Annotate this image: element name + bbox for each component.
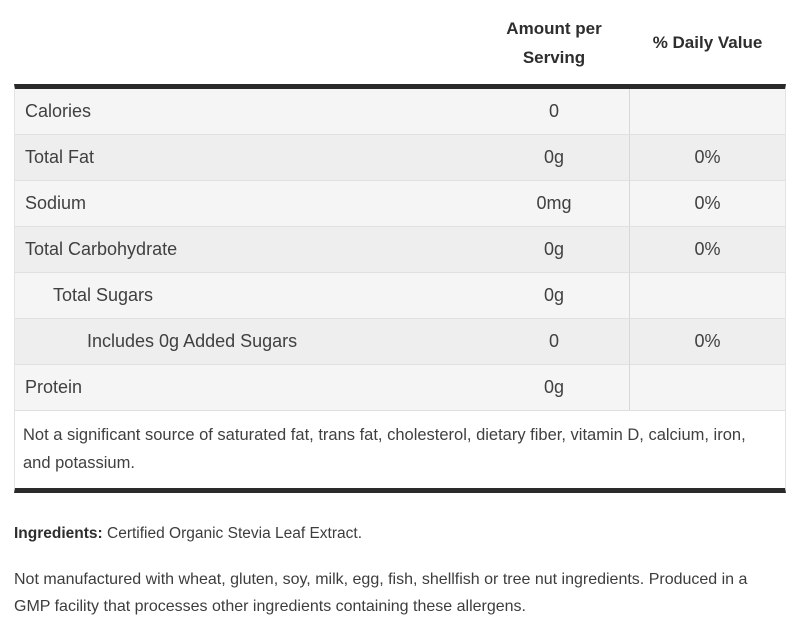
ingredients-text: Certified Organic Stevia Leaf Extract.: [102, 525, 363, 542]
amount-per-serving-label: Amount per Serving: [506, 19, 602, 67]
nutrient-label: Protein: [25, 377, 83, 397]
table-row-calories: Calories 0: [15, 89, 785, 135]
allergen-statement: Not manufactured with wheat, gluten, soy…: [14, 571, 748, 615]
table-row-sodium: Sodium 0mg 0%: [15, 181, 785, 227]
daily-value-header: % Daily Value: [652, 33, 763, 52]
nutrient-amount: 0: [548, 101, 559, 121]
nutrient-amount: 0: [548, 331, 559, 351]
nutrient-daily-value: [629, 365, 785, 410]
amount-per-serving-header: Amount per Serving: [479, 14, 629, 72]
table-row-protein: Protein 0g: [15, 365, 785, 411]
ingredients-statement: Ingredients: Certified Organic Stevia Le…: [14, 523, 786, 545]
nutrient-daily-value: 0%: [629, 227, 785, 272]
nutrient-daily-value: 0%: [629, 319, 785, 364]
nutrient-label: Total Sugars: [53, 285, 154, 305]
table-row-total-fat: Total Fat 0g 0%: [15, 135, 785, 181]
nutrition-table-header: Amount per Serving % Daily Value: [14, 0, 786, 84]
nutrient-daily-value: [629, 273, 785, 318]
nutrient-amount: 0mg: [536, 193, 572, 213]
table-row-total-carbohydrate: Total Carbohydrate 0g 0%: [15, 227, 785, 273]
nutrient-amount: 0g: [543, 147, 565, 167]
nutrition-facts-panel: Amount per Serving % Daily Value Calorie…: [14, 0, 786, 620]
nutrient-daily-value: [629, 89, 785, 134]
nutrient-label: Sodium: [25, 193, 87, 213]
ingredients-label: Ingredients:: [14, 525, 103, 542]
table-row-added-sugars: Includes 0g Added Sugars 0 0%: [15, 319, 785, 365]
nutrient-label: Total Carbohydrate: [25, 239, 178, 259]
nutrient-daily-value: 0%: [629, 181, 785, 226]
nutrient-daily-value: 0%: [629, 135, 785, 180]
nutrient-label: Calories: [25, 101, 92, 121]
nutrient-label: Total Fat: [25, 147, 95, 167]
nutrient-amount: 0g: [543, 239, 565, 259]
table-row-total-sugars: Total Sugars 0g: [15, 273, 785, 319]
nutrient-label: Includes 0g Added Sugars: [87, 331, 298, 351]
not-significant-source-footnote: Not a significant source of saturated fa…: [15, 411, 785, 488]
nutrition-table: Calories 0 Total Fat 0g 0% Sodium 0mg 0%…: [14, 84, 786, 493]
nutrient-amount: 0g: [543, 285, 565, 305]
nutrient-amount: 0g: [543, 377, 565, 397]
